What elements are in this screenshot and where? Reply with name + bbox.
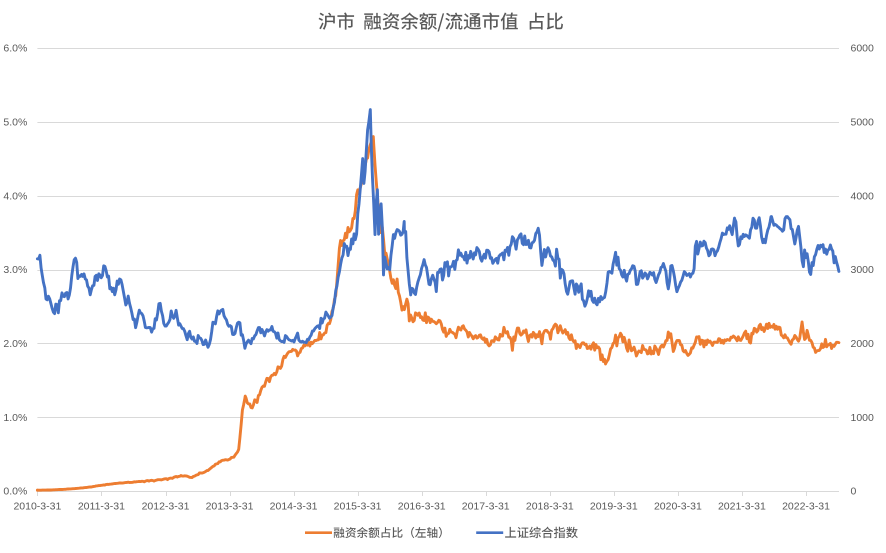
svg-text:2020-3-31: 2020-3-31 — [654, 501, 702, 513]
svg-text:2012-3-31: 2012-3-31 — [142, 501, 190, 513]
svg-text:0: 0 — [851, 486, 857, 498]
svg-text:2011-3-31: 2011-3-31 — [78, 501, 125, 513]
svg-text:2018-3-31: 2018-3-31 — [526, 501, 574, 513]
svg-text:2022-3-31: 2022-3-31 — [782, 501, 830, 513]
svg-text:4.0%: 4.0% — [3, 190, 27, 202]
svg-text:5000: 5000 — [851, 117, 875, 129]
svg-text:1000: 1000 — [851, 412, 875, 424]
svg-text:2016-3-31: 2016-3-31 — [398, 501, 446, 513]
svg-text:3.0%: 3.0% — [3, 264, 27, 276]
svg-text:2000: 2000 — [851, 338, 875, 350]
svg-text:6000: 6000 — [851, 43, 875, 55]
svg-text:2014-3-31: 2014-3-31 — [270, 501, 318, 513]
svg-text:4000: 4000 — [851, 190, 875, 202]
svg-text:0.0%: 0.0% — [3, 486, 27, 498]
svg-text:2015-3-31: 2015-3-31 — [334, 501, 382, 513]
svg-text:2013-3-31: 2013-3-31 — [206, 501, 254, 513]
svg-text:5.0%: 5.0% — [3, 117, 27, 129]
svg-text:2.0%: 2.0% — [3, 338, 27, 350]
svg-text:6.0%: 6.0% — [3, 43, 27, 55]
svg-text:1.0%: 1.0% — [3, 412, 27, 424]
svg-text:2021-3-31: 2021-3-31 — [718, 501, 766, 513]
svg-text:3000: 3000 — [851, 264, 875, 276]
svg-text:2010-3-31: 2010-3-31 — [13, 501, 61, 513]
svg-text:2017-3-31: 2017-3-31 — [462, 501, 510, 513]
svg-text:2019-3-31: 2019-3-31 — [590, 501, 638, 513]
